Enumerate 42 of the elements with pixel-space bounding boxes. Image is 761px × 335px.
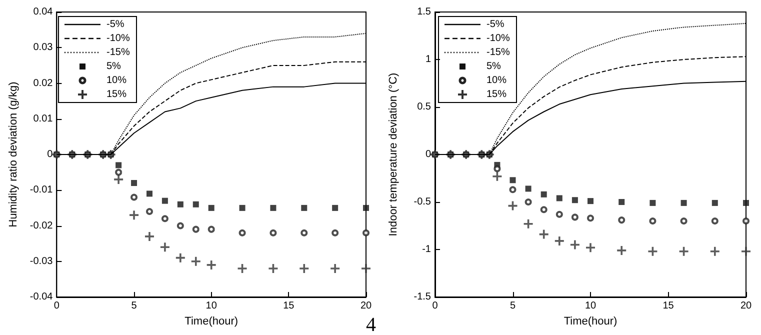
legend-label: 10% <box>486 75 507 86</box>
y-axis-title: Indoor temperature deviation (°C) <box>388 72 400 236</box>
y-tick-label: -0.01 <box>30 184 54 196</box>
x-tick-label: 0 <box>432 300 438 312</box>
legend-label: 5% <box>106 61 122 72</box>
legend-label: 15% <box>106 89 127 100</box>
legend-label: -10% <box>486 33 510 44</box>
x-tick-label: 10 <box>206 300 218 312</box>
legend-label: -5% <box>486 19 504 30</box>
legend-label: -15% <box>106 47 130 58</box>
x-tick-label: 5 <box>131 300 138 312</box>
x-axis-title: Time(hour) <box>564 315 618 328</box>
y-tick-label: -0.5 <box>414 196 432 208</box>
x-tick-label: 15 <box>662 300 674 312</box>
legend-label: 10% <box>106 75 127 86</box>
x-tick-label: 10 <box>584 300 596 312</box>
x-tick-label: 20 <box>740 300 752 312</box>
text: 4 <box>366 314 376 335</box>
y-tick-label: 0.03 <box>33 42 54 54</box>
x-axis-title: Time(hour) <box>184 315 238 328</box>
y-tick-label: -0.02 <box>30 220 54 232</box>
y-tick-label: 0.01 <box>33 113 54 124</box>
y-tick-label: 0 <box>425 149 432 160</box>
legend-label: -15% <box>486 47 510 58</box>
y-tick-label: -0.03 <box>30 256 54 267</box>
y-tick-label: 0.02 <box>33 78 54 89</box>
x-tick-label: 15 <box>283 300 295 312</box>
y-tick-label: 0.5 <box>417 102 432 112</box>
y-tick-label: 1.5 <box>417 6 432 18</box>
x-tick-label: 20 <box>360 300 372 312</box>
y-tick-label: -0.04 <box>30 292 54 302</box>
legend-label: -10% <box>106 33 130 44</box>
y-tick-label: 0 <box>47 149 54 160</box>
y-tick-label: 0.04 <box>33 6 54 18</box>
x-tick-label: 5 <box>510 300 516 312</box>
y-axis-title: Humidity ratio deviation (g/kg) <box>8 82 20 228</box>
legend-label: 15% <box>486 89 507 100</box>
legend-label: 5% <box>486 61 502 72</box>
y-tick-label: 1 <box>425 54 432 65</box>
legend-label: -5% <box>106 19 124 30</box>
y-tick-label: -1.5 <box>414 292 432 302</box>
y-tick-label: -1 <box>422 244 432 255</box>
